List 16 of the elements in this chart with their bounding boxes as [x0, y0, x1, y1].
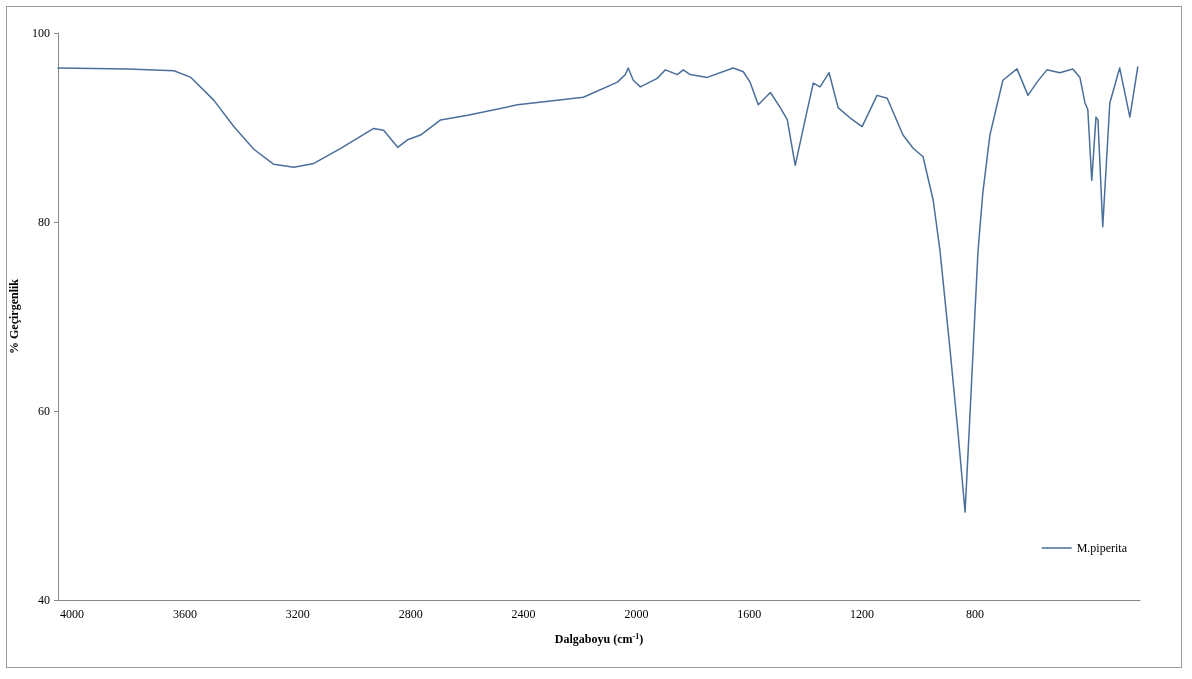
x-tick-label: 3200	[285, 607, 310, 621]
x-tick-label: 3600	[172, 607, 197, 621]
y-tick-label: 40	[38, 593, 50, 607]
x-tick-label: 2000	[624, 607, 649, 621]
y-axis-title: % Geçirgenlik	[7, 278, 21, 354]
y-tick-label: 60	[38, 404, 50, 418]
x-tick-label: 1200	[850, 607, 875, 621]
x-tick-label: 1600	[737, 607, 762, 621]
y-tick-label: 80	[38, 215, 50, 229]
legend-label: M.piperita	[1076, 541, 1128, 555]
x-tick-label: 800	[965, 607, 984, 621]
x-tick-label: 2800	[398, 607, 423, 621]
x-tick-label: 4000	[60, 607, 85, 621]
line-series	[57, 66, 1139, 513]
y-tick-label: 100	[32, 26, 50, 40]
x-tick-label: 2400	[511, 607, 536, 621]
